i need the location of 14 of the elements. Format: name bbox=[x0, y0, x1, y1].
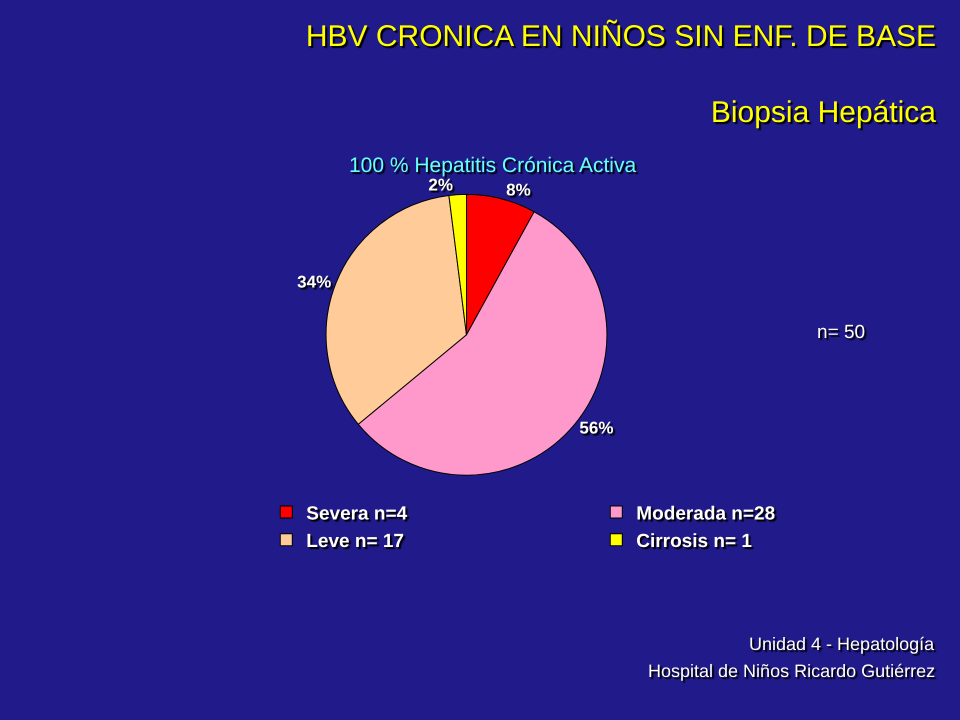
chart-subtitle: Biopsia Hepática bbox=[710, 96, 936, 130]
data-label: 56% bbox=[579, 418, 614, 438]
text: Hospital de Niños Ricardo Gutiérrez bbox=[648, 661, 936, 681]
text: 100 % Hepatitis Crónica Activa bbox=[349, 154, 636, 177]
legend-label: Leve n= 17 bbox=[306, 531, 404, 552]
text: Unidad 4 - Hepatología bbox=[749, 634, 936, 654]
legend-label: Cirrosis n= 1 bbox=[636, 531, 752, 552]
chart-title: HBV CRONICA EN NIÑOS SIN ENF. DE BASE bbox=[306, 19, 936, 54]
data-label: 2% bbox=[428, 176, 453, 195]
legend-label: Moderada n=28 bbox=[636, 503, 776, 524]
data-label: 8% bbox=[506, 180, 531, 200]
data-label: 34% bbox=[297, 272, 332, 292]
text: n= 50 bbox=[817, 322, 866, 343]
legend-label: Severa n=4 bbox=[306, 503, 408, 524]
